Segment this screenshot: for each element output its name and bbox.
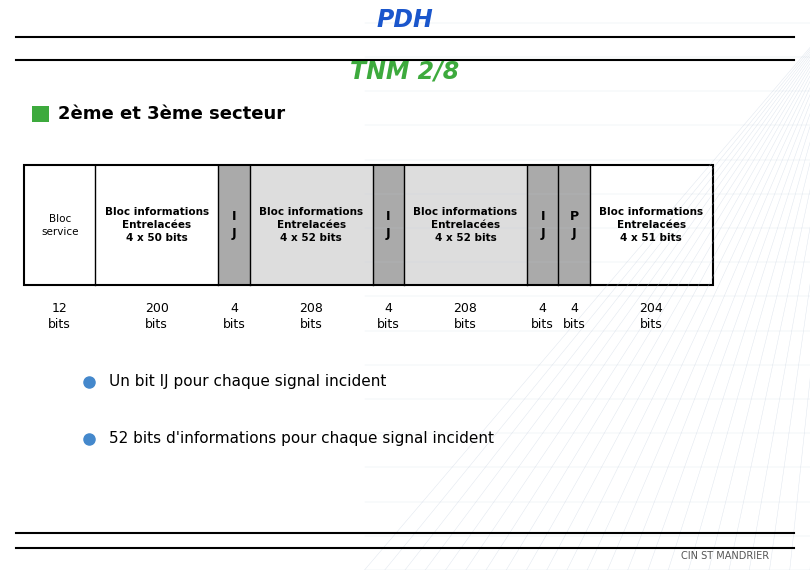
Text: I
J: I J: [232, 210, 237, 240]
Text: 2ème et 3ème secteur: 2ème et 3ème secteur: [58, 105, 285, 123]
Bar: [24, 165, 713, 285]
Text: Bloc
service: Bloc service: [41, 214, 79, 237]
Bar: [95, 165, 218, 285]
Bar: [373, 165, 404, 285]
Text: Bloc informations
Entrelacées
4 x 51 bits: Bloc informations Entrelacées 4 x 51 bit…: [599, 207, 703, 243]
Bar: [527, 165, 558, 285]
Text: 4
bits: 4 bits: [563, 302, 586, 331]
Bar: [590, 165, 713, 285]
Bar: [558, 165, 590, 285]
Text: Bloc informations
Entrelacées
4 x 52 bits: Bloc informations Entrelacées 4 x 52 bit…: [259, 207, 363, 243]
Bar: [32, 106, 49, 122]
Bar: [24, 165, 95, 285]
Text: PDH: PDH: [377, 8, 433, 32]
Text: Bloc informations
Entrelacées
4 x 52 bits: Bloc informations Entrelacées 4 x 52 bit…: [413, 207, 518, 243]
Text: 208
bits: 208 bits: [454, 302, 477, 331]
Text: 52 bits d'informations pour chaque signal incident: 52 bits d'informations pour chaque signa…: [109, 431, 494, 446]
Bar: [249, 165, 373, 285]
Text: 12
bits: 12 bits: [49, 302, 71, 331]
Bar: [218, 165, 249, 285]
Text: I
J: I J: [540, 210, 545, 240]
Text: 4
bits: 4 bits: [377, 302, 399, 331]
Text: TNM 2/8: TNM 2/8: [351, 59, 459, 83]
Text: I
J: I J: [386, 210, 390, 240]
Text: P
J: P J: [569, 210, 578, 240]
Bar: [404, 165, 527, 285]
Text: 208
bits: 208 bits: [299, 302, 323, 331]
Text: Un bit IJ pour chaque signal incident: Un bit IJ pour chaque signal incident: [109, 374, 386, 389]
Text: 4
bits: 4 bits: [531, 302, 554, 331]
Text: 4
bits: 4 bits: [223, 302, 245, 331]
Text: Bloc informations
Entrelacées
4 x 50 bits: Bloc informations Entrelacées 4 x 50 bit…: [104, 207, 209, 243]
Text: CIN ST MANDRIER: CIN ST MANDRIER: [681, 551, 769, 561]
Text: 200
bits: 200 bits: [145, 302, 168, 331]
Text: 204
bits: 204 bits: [639, 302, 663, 331]
